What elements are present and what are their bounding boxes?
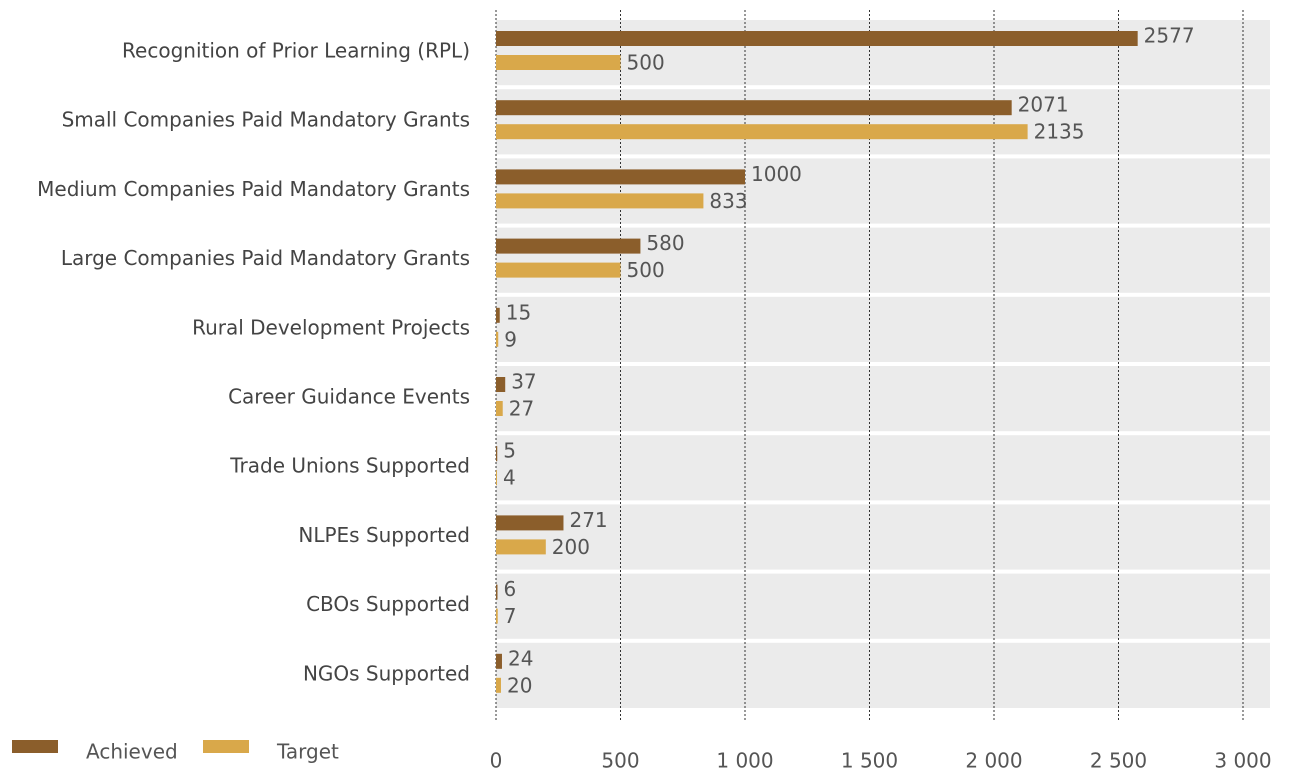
value-label: 5: [503, 439, 516, 463]
value-label: 2577: [1144, 24, 1195, 48]
bar: [496, 515, 564, 531]
x-tick-label: 0: [490, 749, 503, 773]
bar: [496, 584, 498, 600]
row-band: [496, 504, 1270, 570]
bar: [496, 100, 1012, 116]
bar: [496, 31, 1138, 46]
value-label: 2135: [1034, 120, 1085, 144]
value-label: 500: [627, 258, 665, 282]
value-label: 24: [508, 646, 533, 670]
row-band: [496, 89, 1270, 155]
x-tick-label: 2 500: [1090, 749, 1147, 773]
x-tick-label: 3 000: [1214, 749, 1271, 773]
legend-swatch: [203, 740, 249, 753]
category-label: CBOs Supported: [306, 592, 470, 616]
value-label: 37: [511, 370, 536, 394]
bar: [496, 401, 503, 416]
category-label: NLPEs Supported: [298, 523, 470, 547]
value-label: 500: [627, 51, 665, 75]
row-band: [496, 20, 1270, 86]
category-label: Rural Development Projects: [192, 315, 470, 339]
bar: [496, 608, 498, 624]
category-label: Large Companies Paid Mandatory Grants: [61, 246, 470, 270]
bar: [496, 470, 497, 486]
legend-label: Achieved: [86, 740, 178, 764]
bar: [496, 262, 621, 278]
bar: [496, 193, 704, 209]
category-label: Career Guidance Events: [228, 385, 470, 409]
bar: [496, 169, 745, 185]
category-label: Trade Unions Supported: [229, 454, 470, 478]
x-tick-label: 1 000: [716, 749, 773, 773]
category-label: Small Companies Paid Mandatory Grants: [62, 108, 470, 132]
row-band: [496, 227, 1270, 293]
bar: [496, 238, 641, 254]
value-label: 20: [507, 673, 532, 697]
category-label: Recognition of Prior Learning (RPL): [122, 39, 470, 63]
row-band: [496, 158, 1270, 224]
row-band: [496, 642, 1270, 708]
bar: [496, 307, 500, 323]
value-label: 580: [646, 231, 684, 255]
bar: [496, 377, 506, 392]
row-band: [496, 573, 1270, 639]
row-band: [496, 296, 1270, 362]
value-label: 9: [504, 327, 517, 351]
bar: [496, 677, 501, 693]
bar: [496, 124, 1028, 140]
value-label: 2071: [1018, 93, 1069, 117]
x-tick-label: 1 500: [841, 749, 898, 773]
value-label: 6: [503, 577, 516, 601]
value-label: 4: [503, 466, 516, 490]
bar: [496, 331, 499, 347]
x-tick-label: 500: [601, 749, 639, 773]
category-label: NGOs Supported: [303, 661, 470, 685]
legend-label: Target: [276, 740, 339, 764]
value-label: 15: [506, 300, 531, 324]
value-label: 200: [552, 535, 590, 559]
value-label: 271: [569, 508, 607, 532]
value-label: 7: [504, 604, 517, 628]
row-band: [496, 366, 1270, 432]
row-band: [496, 435, 1270, 501]
bar: [496, 539, 546, 555]
value-label: 1000: [751, 162, 802, 186]
bar: [496, 446, 498, 462]
x-tick-label: 2 000: [965, 749, 1022, 773]
value-label: 833: [709, 189, 747, 213]
legend-swatch: [12, 740, 58, 753]
category-label: Medium Companies Paid Mandatory Grants: [37, 177, 470, 201]
value-label: 27: [509, 397, 534, 421]
bar: [496, 653, 502, 669]
bar: [496, 55, 621, 70]
